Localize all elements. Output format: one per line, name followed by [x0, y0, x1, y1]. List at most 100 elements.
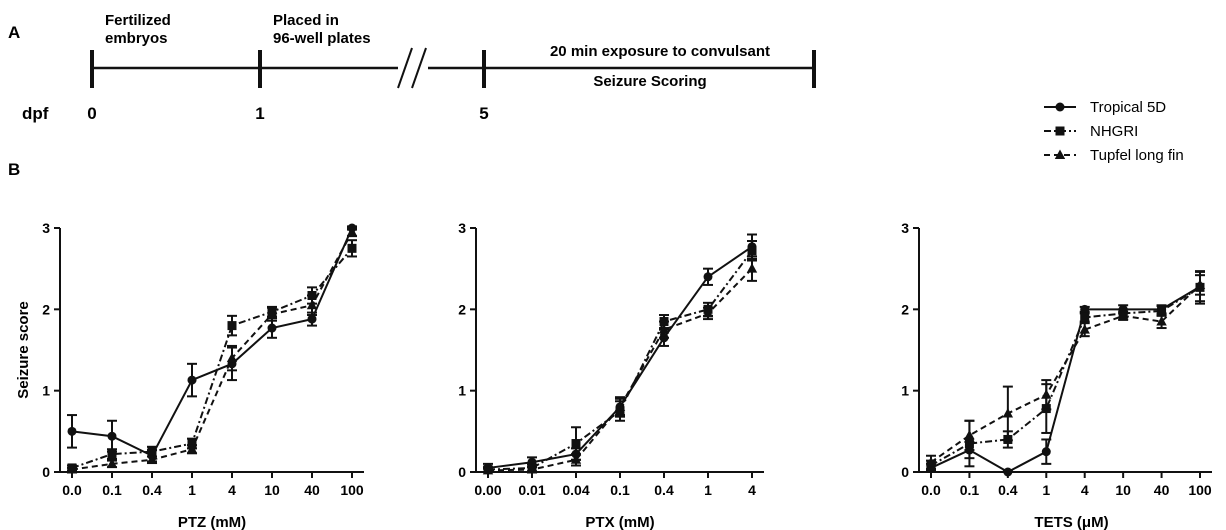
y-tick-label: 1: [42, 383, 50, 399]
legend-marker-square: [1055, 126, 1065, 136]
data-point: [307, 314, 317, 324]
data-point: [658, 324, 670, 334]
event-1-line-1: Fertilized: [105, 12, 171, 29]
x-tick-label: 0.1: [960, 482, 980, 498]
data-point: [482, 464, 494, 475]
day-1-label: 1: [255, 104, 264, 123]
data-point: [306, 299, 318, 310]
series-line: [930, 285, 1201, 474]
chart-2: 0 1 2 3 0.00 0.01 0.04 0.1 0.4 1 4 PTX (mM): [458, 220, 764, 530]
data-point: [266, 308, 278, 319]
x-tick-label: 1: [1042, 482, 1050, 498]
x-tick-label: 10: [1115, 482, 1131, 498]
x-tick-label: 0.1: [102, 482, 122, 498]
data-point: [1003, 467, 1013, 477]
event-2-line-2: 96-well plates: [273, 30, 371, 47]
data-point: [187, 375, 197, 385]
legend-label: Tupfel long fin: [1090, 147, 1184, 164]
data-point: [187, 439, 197, 449]
data-point: [66, 464, 78, 474]
data-point: [106, 458, 118, 468]
x-tick-label: 0.0: [921, 482, 941, 498]
event-1-line-2: embryos: [105, 30, 168, 47]
data-point: [1041, 447, 1051, 457]
data-point: [1041, 389, 1052, 399]
x-tick-label: 0.00: [474, 482, 501, 498]
series-tupfel-long-fin: [925, 274, 1206, 470]
data-point: [570, 454, 582, 464]
event-2-line-1: Placed in: [273, 12, 339, 29]
series-tupfel-long-fin: [66, 226, 358, 474]
x-tick-label: 0.0: [62, 482, 82, 498]
data-point: [571, 439, 581, 449]
x-axis-label: PTX (mM): [585, 514, 654, 530]
y-tick-label: 2: [458, 301, 466, 317]
data-point: [67, 426, 77, 436]
legend: Tropical 5D NHGRI Tupfel long fin: [1044, 99, 1184, 164]
x-tick-label: 40: [1154, 482, 1170, 498]
data-point: [346, 226, 358, 237]
y-axis-label: Seizure score: [15, 301, 32, 399]
data-point: [227, 321, 237, 331]
x-tick-label: 0.01: [518, 482, 545, 498]
x-tick-label: 40: [304, 482, 320, 498]
event-4-line-1: Seizure Scoring: [593, 73, 706, 90]
data-point: [1080, 312, 1090, 322]
x-tick-label: 0.04: [562, 482, 589, 498]
x-tick-label: 4: [1081, 482, 1089, 498]
data-point: [107, 449, 117, 459]
day-0-label: 0: [87, 104, 96, 123]
data-point: [526, 464, 538, 474]
data-point: [746, 263, 758, 273]
series-nhgri: [483, 240, 757, 475]
legend-marker-circle: [1055, 102, 1065, 112]
x-tick-label: 4: [748, 482, 756, 498]
data-point: [146, 454, 158, 464]
series-line: [487, 250, 753, 471]
data-point: [186, 443, 198, 454]
y-tick-label: 1: [458, 383, 466, 399]
data-point: [1002, 407, 1014, 418]
x-tick-label: 100: [1188, 482, 1212, 498]
panel-a: A Fertilized embryos Placed in 96-well p…: [8, 12, 816, 123]
y-tick-label: 3: [458, 220, 466, 236]
x-tick-label: 100: [340, 482, 364, 498]
data-point: [1079, 324, 1090, 334]
y-tick-label: 0: [42, 464, 50, 480]
x-tick-label: 1: [188, 482, 196, 498]
dpf-label: dpf: [22, 104, 49, 123]
data-point: [147, 447, 157, 457]
data-point: [702, 307, 714, 318]
series-line: [487, 267, 753, 472]
series-tropical-5d: [483, 233, 757, 473]
series-nhgri: [926, 270, 1205, 472]
chart-1: 0 1 2 3 0.0 0.1 0.4 1 4 10 40 100 PTZ (mM) Seizure sc…: [15, 220, 364, 530]
legend-label: NHGRI: [1090, 123, 1138, 140]
series-line: [71, 247, 353, 469]
legend-marker-triangle: [1054, 149, 1066, 159]
panel-a-letter: A: [8, 23, 20, 42]
series-line: [71, 227, 353, 458]
data-point: [747, 246, 757, 256]
data-point: [1156, 316, 1167, 326]
x-tick-label: 10: [264, 482, 280, 498]
data-point: [614, 401, 626, 411]
series-line: [71, 231, 353, 471]
chart-3: 0 1 2 3 0.0 0.1 0.4 1 4 10 40 100 TETS (μM): [901, 220, 1212, 530]
data-point: [925, 456, 937, 467]
panel-b-letter: B: [8, 160, 20, 179]
x-tick-label: 0.4: [142, 482, 162, 498]
x-axis-label: PTZ (mM): [178, 514, 246, 530]
y-tick-label: 3: [901, 220, 909, 236]
series-line: [930, 284, 1201, 464]
data-point: [1157, 306, 1167, 316]
y-tick-label: 0: [458, 464, 466, 480]
event-3-line-1: 20 min exposure to convulsant: [550, 43, 770, 60]
x-tick-label: 1: [704, 482, 712, 498]
series-tupfel-long-fin: [482, 255, 758, 475]
data-point: [267, 323, 277, 333]
y-tick-label: 0: [901, 464, 909, 480]
data-point: [964, 429, 975, 440]
data-point: [1117, 310, 1129, 320]
